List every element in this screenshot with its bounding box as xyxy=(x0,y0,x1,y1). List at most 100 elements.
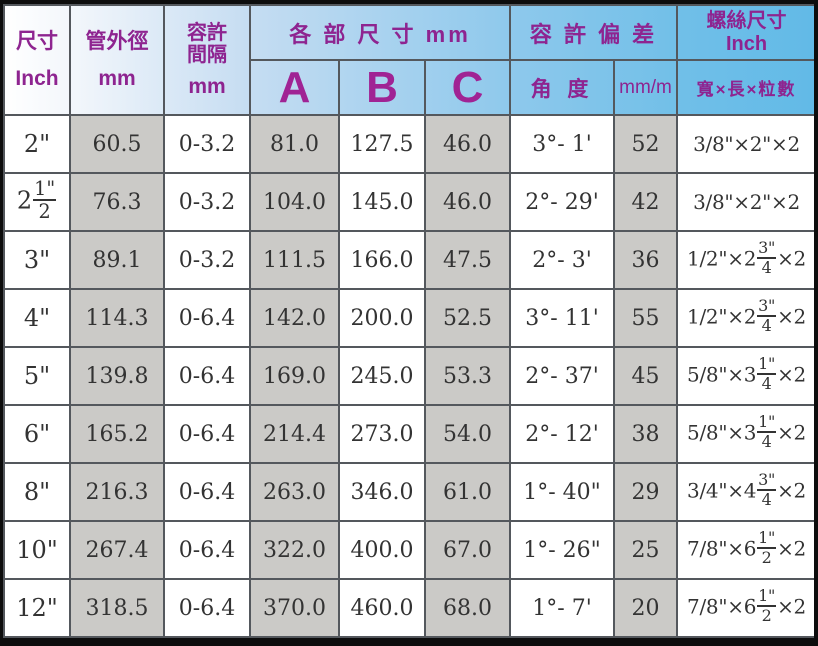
cell-dim-c: 52.5 xyxy=(423,288,512,348)
screw-fraction: 1" 2 xyxy=(757,586,777,625)
cell-outer-diameter: 139.8 xyxy=(69,346,165,406)
cell-dim-a: 322.0 xyxy=(249,520,340,580)
cell-dim-c: 46.0 xyxy=(423,172,512,232)
cell-dim-a: 370.0 xyxy=(249,578,340,638)
cell-dim-c: 46.0 xyxy=(423,114,512,174)
header-size-unit: Inch xyxy=(15,66,59,90)
header-mm-per-m: mm/m xyxy=(613,59,679,116)
screw-prefix: 5/8"×3 xyxy=(687,420,757,445)
table-row: 6" 165.2 0-6.4 214.4 273.0 54.0 2°- 12' … xyxy=(3,404,814,464)
cell-size: 8" xyxy=(3,462,71,522)
fraction-denominator: 4 xyxy=(761,432,772,451)
spec-table: 尺寸 Inch 管外徑 mm 容許 間隔 mm 各 部 尺 寸 mm 容 許 偏… xyxy=(3,4,814,638)
cell-dim-b: 400.0 xyxy=(338,520,426,580)
cell-gap: 0-3.2 xyxy=(163,230,251,290)
screw-suffix: ×2 xyxy=(777,594,806,619)
cell-outer-diameter: 165.2 xyxy=(69,404,165,464)
header-allowable-gap-cn-2: 間隔 xyxy=(187,43,227,66)
cell-dim-a: 214.4 xyxy=(249,404,340,464)
header-allowable-deviation: 容 許 偏 差 xyxy=(509,4,679,61)
header-screw-formula: 寬×長×粒數 xyxy=(676,59,814,116)
size-whole: 2 xyxy=(16,186,33,215)
fraction-denominator: 2 xyxy=(761,606,772,625)
screw-prefix: 1/2"×2 xyxy=(687,246,757,271)
cell-size: 3" xyxy=(3,230,71,290)
cell-screw: 5/8"×3 1" 4 ×2 xyxy=(676,346,814,406)
screw-suffix: ×2 xyxy=(777,304,806,329)
header-outer-diameter-cn: 管外徑 xyxy=(85,30,149,54)
cell-screw: 1/2"×2 3" 4 ×2 xyxy=(676,230,814,290)
cell-mm-per-m: 38 xyxy=(613,404,679,464)
header-dim-b: B xyxy=(338,59,426,116)
screw-prefix: 3/4"×4 xyxy=(687,478,757,503)
cell-outer-diameter: 89.1 xyxy=(69,230,165,290)
cell-dim-b: 346.0 xyxy=(338,462,426,522)
cell-dim-c: 68.0 xyxy=(423,578,512,638)
cell-gap: 0-6.4 xyxy=(163,288,251,348)
cell-dim-a: 111.5 xyxy=(249,230,340,290)
cell-dim-c: 61.0 xyxy=(423,462,512,522)
fraction-numerator: 1" xyxy=(757,412,777,433)
fraction-denominator: 4 xyxy=(761,258,772,277)
cell-gap: 0-6.4 xyxy=(163,462,251,522)
cell-size: 12" xyxy=(3,578,71,638)
header-allowable-gap-cn-1: 容許 xyxy=(187,21,227,44)
cell-screw: 3/8"×2"×2 xyxy=(676,172,814,232)
fraction-denominator: 2 xyxy=(761,548,772,567)
cell-angle: 3°- 11' xyxy=(509,288,616,348)
fraction-numerator: 3" xyxy=(757,238,777,259)
fraction-numerator: 1" xyxy=(757,528,777,549)
cell-outer-diameter: 267.4 xyxy=(69,520,165,580)
cell-dim-b: 200.0 xyxy=(338,288,426,348)
header-allowable-gap-unit: mm xyxy=(188,75,226,99)
cell-dim-b: 460.0 xyxy=(338,578,426,638)
cell-gap: 0-3.2 xyxy=(163,172,251,232)
fraction-denominator: 2 xyxy=(38,200,51,223)
size-fraction: 1" 2 xyxy=(33,176,57,223)
table-row: 2" 60.5 0-3.2 81.0 127.5 46.0 3°- 1' 52 … xyxy=(3,114,814,174)
cell-dim-b: 245.0 xyxy=(338,346,426,406)
cell-angle: 2°- 37' xyxy=(509,346,616,406)
cell-dim-c: 53.3 xyxy=(423,346,512,406)
cell-dim-a: 169.0 xyxy=(249,346,340,406)
header-row-top: 尺寸 Inch 管外徑 mm 容許 間隔 mm 各 部 尺 寸 mm 容 許 偏… xyxy=(3,4,814,116)
fraction-denominator: 4 xyxy=(761,374,772,393)
cell-mm-per-m: 42 xyxy=(613,172,679,232)
cell-screw: 3/8"×2"×2 xyxy=(676,114,814,174)
header-row-sub: A B C 角 度 mm/m 寬×長×粒數 xyxy=(4,59,814,116)
screw-prefix: 7/8"×6 xyxy=(687,536,757,561)
cell-dim-b: 166.0 xyxy=(338,230,426,290)
cell-gap: 0-3.2 xyxy=(163,114,251,174)
fraction-denominator: 4 xyxy=(761,490,772,509)
cell-dim-c: 67.0 xyxy=(423,520,512,580)
cell-outer-diameter: 216.3 xyxy=(69,462,165,522)
cell-size: 2 1" 2 xyxy=(3,172,71,232)
header-part-dimensions: 各 部 尺 寸 mm xyxy=(248,4,512,61)
table-row: 8" 216.3 0-6.4 263.0 346.0 61.0 1°- 40" … xyxy=(3,462,814,522)
fraction-numerator: 1" xyxy=(33,176,57,201)
table-row: 4" 114.3 0-6.4 142.0 200.0 52.5 3°- 11' … xyxy=(3,288,814,348)
screw-prefix: 7/8"×6 xyxy=(687,594,757,619)
cell-size: 5" xyxy=(3,346,71,406)
screw-suffix: ×2 xyxy=(777,362,806,387)
cell-dim-a: 142.0 xyxy=(249,288,340,348)
header-size: 尺寸 Inch xyxy=(3,4,71,116)
table-row: 3" 89.1 0-3.2 111.5 166.0 47.5 2°- 3' 36… xyxy=(3,230,814,290)
cell-size: 4" xyxy=(3,288,71,348)
cell-dim-b: 127.5 xyxy=(338,114,426,174)
cell-mm-per-m: 25 xyxy=(613,520,679,580)
fraction-numerator: 1" xyxy=(757,586,777,607)
cell-screw: 7/8"×6 1" 2 ×2 xyxy=(676,520,814,580)
header-outer-diameter: 管外徑 mm xyxy=(69,4,165,116)
header-dim-c: C xyxy=(423,59,512,116)
cell-outer-diameter: 60.5 xyxy=(69,114,165,174)
cell-dim-a: 104.0 xyxy=(249,172,340,232)
header-screw-size-unit: Inch xyxy=(725,32,768,55)
cell-dim-a: 263.0 xyxy=(249,462,340,522)
cell-mm-per-m: 29 xyxy=(613,462,679,522)
screw-suffix: ×2 xyxy=(777,420,806,445)
cell-mm-per-m: 20 xyxy=(613,578,679,638)
header-allowable-gap: 容許 間隔 mm xyxy=(163,4,251,116)
screw-suffix: ×2 xyxy=(777,478,806,503)
